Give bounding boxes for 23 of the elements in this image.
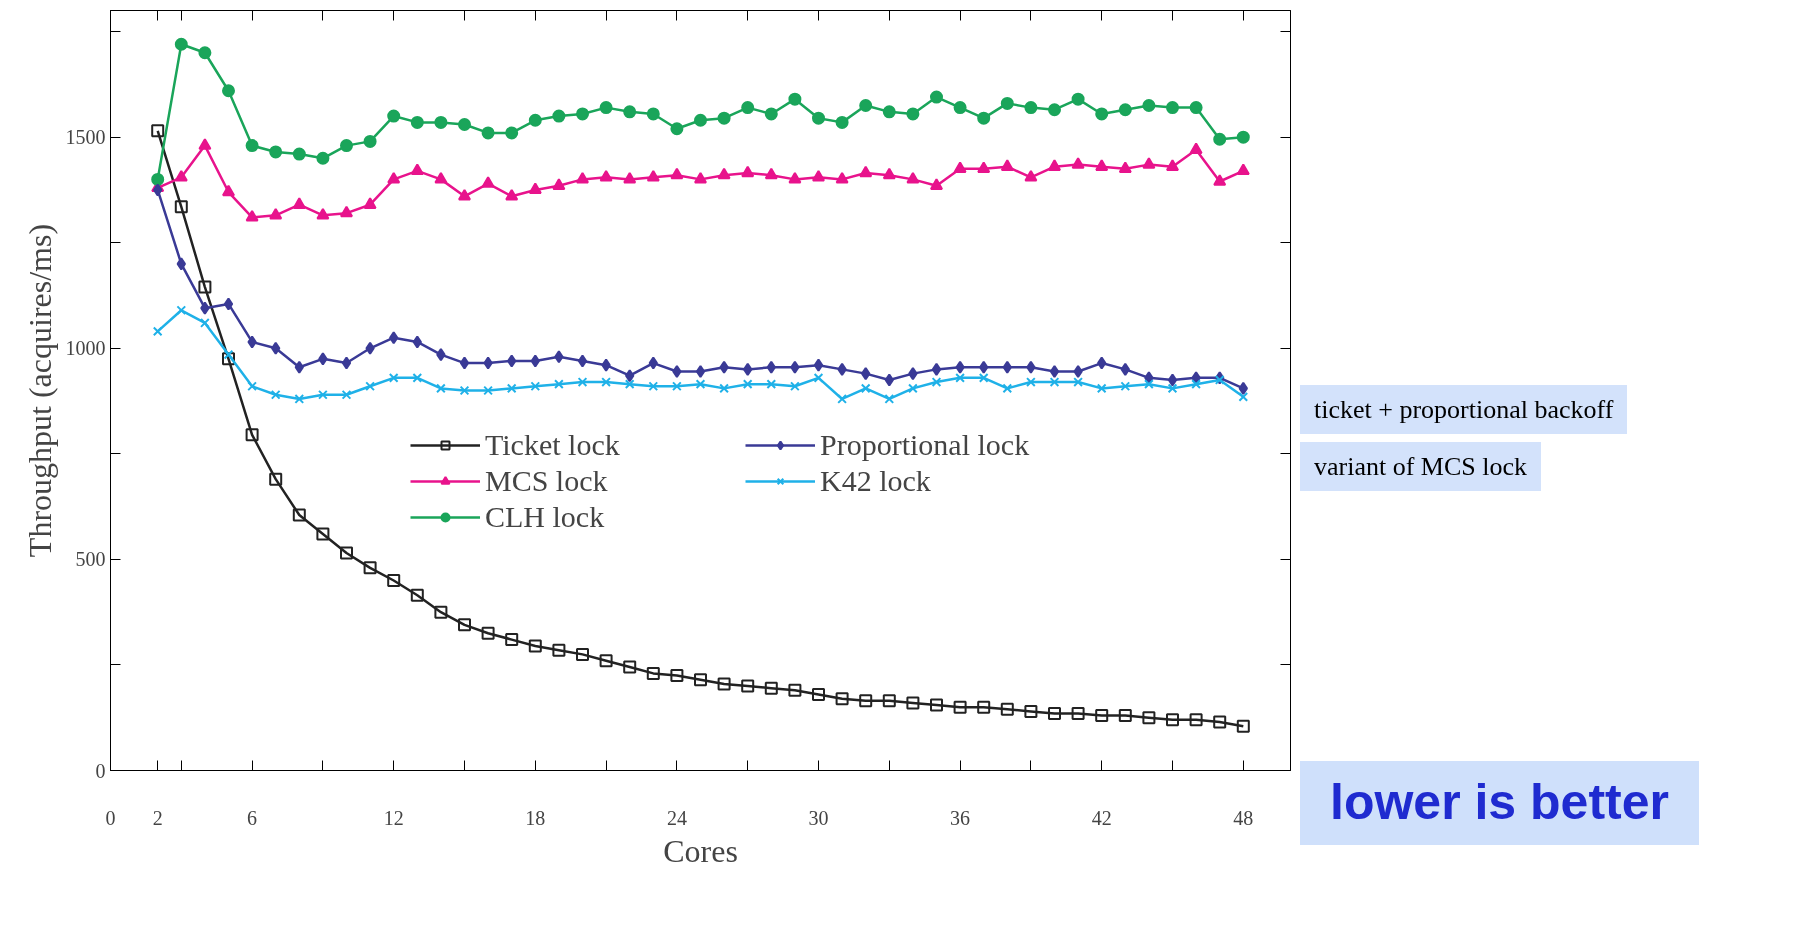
text: variant of MCS lock [1314, 451, 1528, 484]
x-tick-label: 36 [950, 806, 971, 829]
y-tick-label: 500 [75, 548, 106, 571]
x-tick-label: 42 [1091, 806, 1112, 829]
y-tick-label: 1500 [65, 126, 106, 149]
legend-label: CLH lock [485, 499, 606, 535]
text: ticket + proportional backoff [1314, 394, 1614, 426]
x-tick-label: 48 [1233, 806, 1254, 829]
x-tick-label: 24 [666, 806, 687, 829]
y-tick-label: 0 [95, 759, 106, 782]
x-tick-label: 30 [808, 806, 829, 829]
legend-label: Proportional lock [820, 427, 1031, 463]
legend-label: K42 lock [820, 463, 932, 499]
text: lower is better [1330, 773, 1669, 833]
y-tick-label: 1000 [65, 337, 106, 360]
legend-label: Ticket lock [485, 427, 621, 463]
x-tick-label: 12 [383, 806, 404, 829]
x-axis-title: Cores [663, 832, 738, 869]
x-tick-label: 18 [525, 806, 546, 829]
x-tick-label: 2 [152, 806, 163, 829]
x-tick-label: 6 [247, 806, 258, 829]
legend-label: MCS lock [485, 463, 609, 499]
y-axis-title: Throughput (acquires/ms) [21, 223, 58, 558]
